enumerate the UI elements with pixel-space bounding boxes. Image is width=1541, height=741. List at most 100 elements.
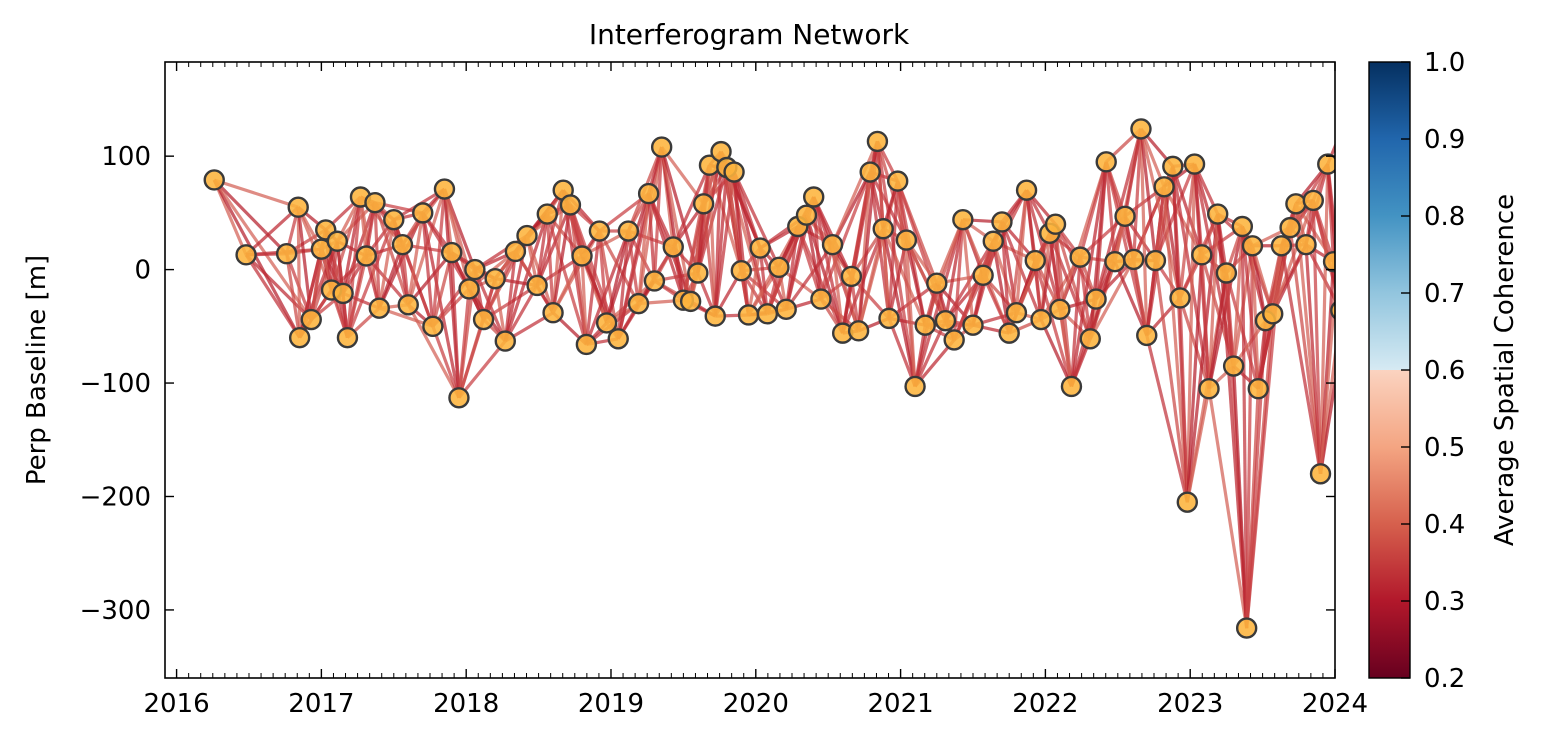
acquisition-point: [464, 258, 486, 281]
pair-edge: [1132, 128, 1143, 260]
pair-edge: [647, 193, 657, 282]
pair-edge: [406, 212, 425, 306]
acquisition-point: [1262, 303, 1284, 325]
acquisition-point: [749, 237, 771, 259]
pair-edge: [400, 244, 435, 327]
pair-edge: [212, 179, 313, 321]
pair-edge: [1039, 318, 1073, 388]
pair-edge: [1094, 161, 1108, 300]
acquisition-point: [679, 290, 702, 313]
interferogram-pairs: [212, 112, 1349, 629]
pair-edge: [1178, 297, 1211, 390]
y-tick-label: −200: [80, 482, 151, 512]
pair-edge: [365, 254, 410, 306]
acquisition-point: [332, 282, 354, 305]
pair-edge: [1139, 128, 1149, 336]
acquisition-point: [687, 262, 709, 284]
pair-edge: [1078, 256, 1092, 339]
colorbar-label: Average Spatial Coherence: [1490, 194, 1520, 546]
acquisition-point: [326, 230, 349, 252]
acquisition-point: [575, 333, 598, 356]
acquisition-point: [637, 182, 660, 205]
pair-edge: [1304, 243, 1335, 303]
pair-edge: [616, 146, 664, 340]
y-axis-label: Perp Baseline [m]: [22, 255, 52, 485]
pair-edge: [875, 141, 917, 387]
pair-edge: [1207, 388, 1249, 629]
pair-edge: [758, 247, 788, 310]
acquisition-point: [494, 330, 516, 352]
pair-edge: [758, 247, 769, 315]
acquisition-point: [1060, 375, 1083, 398]
pair-edge: [732, 171, 781, 269]
pair-edge: [746, 247, 762, 316]
acquisition-points: [203, 118, 1335, 639]
x-tick-label: 2022: [1012, 689, 1078, 719]
acquisition-point: [723, 161, 745, 183]
acquisition-point: [1085, 288, 1107, 310]
y-tick-label: 0: [134, 256, 151, 286]
pair-edge: [1345, 112, 1349, 321]
pair-edge: [961, 219, 975, 326]
acquisition-point: [1069, 246, 1091, 268]
acquisition-point: [904, 375, 926, 398]
pair-edge: [943, 219, 965, 321]
y-tick-label: −100: [80, 369, 151, 399]
acquisition-point: [1322, 250, 1335, 273]
pair-edge: [671, 164, 711, 248]
pair-edge: [1069, 257, 1082, 387]
pair-edge: [1113, 261, 1149, 337]
acquisition-point: [1231, 215, 1254, 238]
acquisition-point: [397, 294, 419, 316]
pair-edge: [904, 240, 917, 387]
acquisition-point: [859, 161, 881, 183]
acquisition-point: [1130, 118, 1152, 140]
acquisition-point: [1114, 205, 1136, 227]
pair-edge: [1088, 258, 1136, 340]
acquisition-point: [643, 270, 666, 292]
acquisition-point: [1136, 324, 1158, 347]
pair-edge: [212, 179, 302, 339]
acquisition-point: [472, 308, 495, 331]
pair-edge: [1054, 223, 1092, 340]
pair-edge: [1132, 259, 1149, 336]
x-tick-label: 2017: [288, 689, 354, 719]
acquisition-point: [1162, 155, 1184, 178]
pair-edge: [819, 171, 872, 300]
acquisition-point: [1285, 193, 1307, 215]
acquisition-point: [542, 302, 564, 324]
pair-edge: [503, 213, 549, 342]
acquisition-point: [1005, 302, 1028, 324]
pair-edge: [1341, 310, 1345, 320]
acquisition-point: [914, 314, 936, 336]
acquisition-point: [692, 193, 715, 215]
pair-edge: [245, 206, 300, 257]
pair-edge: [584, 230, 601, 345]
pair-edge: [887, 317, 917, 388]
pair-edge: [935, 219, 965, 284]
pair-edge: [881, 228, 891, 319]
pair-edge: [626, 230, 641, 304]
colorbar-tick-label: 0.4: [1424, 510, 1465, 540]
pair-edge: [1139, 128, 1158, 261]
x-axis: 2016 2017 2018 2019 2020 2021 2022 2023 2024: [143, 62, 1368, 719]
pair-edge: [1318, 373, 1335, 475]
acquisition-point: [559, 194, 582, 216]
y-tick-label: −300: [80, 596, 151, 626]
pair-edge: [1200, 254, 1211, 389]
pair-edge: [1318, 164, 1330, 474]
acquisition-point: [704, 305, 726, 327]
acquisition-point: [1044, 213, 1067, 235]
acquisition-point: [650, 136, 673, 158]
pair-edge: [830, 244, 845, 334]
pair-edge: [1240, 226, 1249, 629]
x-tick-label: 2024: [1302, 689, 1368, 719]
pair-edge: [904, 239, 927, 326]
acquisition-point: [1207, 203, 1229, 225]
pair-edge: [605, 193, 651, 324]
pair-edge: [244, 253, 313, 321]
acquisition-point: [203, 169, 225, 191]
pair-edge: [341, 202, 377, 294]
acquisition-point: [627, 292, 650, 315]
acquisition-point: [588, 220, 611, 242]
